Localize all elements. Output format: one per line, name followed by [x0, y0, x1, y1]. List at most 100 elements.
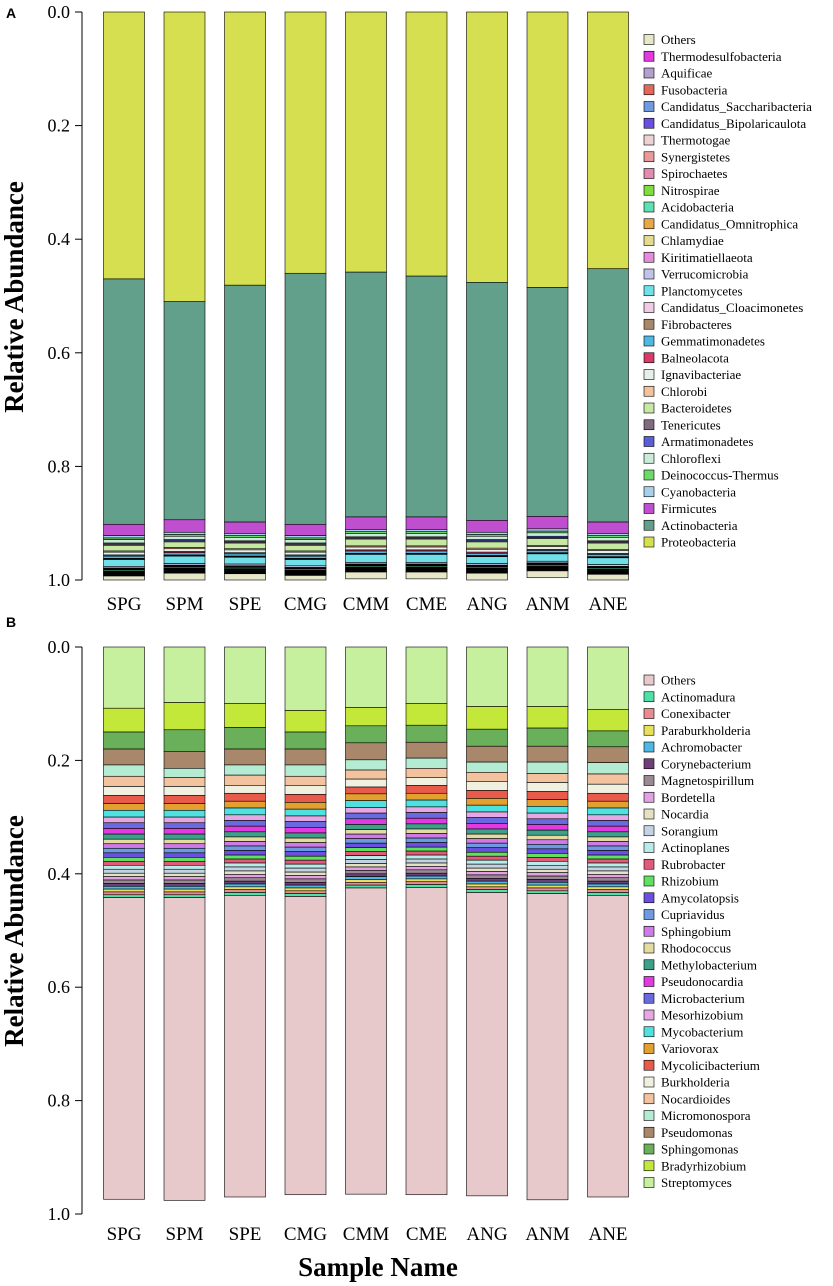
- panel-a-bar-segment: [103, 555, 145, 559]
- panel-a-legend-label: Gemmatimonadetes: [661, 334, 765, 349]
- panel-b-bar-segment: [466, 867, 508, 872]
- panel-a-legend-label: Candidatus_Bipolaricaulota: [661, 116, 806, 131]
- panel-a-legend-label: Candidatus_Saccharibacteria: [661, 99, 812, 114]
- panel-b-bar-segment: [405, 833, 448, 839]
- panel-b-bar-segment: [405, 768, 448, 778]
- panel-a-legend-swatch: [643, 117, 655, 129]
- panel-b-bar-segment: [284, 764, 327, 777]
- panel-b-legend-swatch: [643, 808, 655, 820]
- panel-b-bar-segment: [587, 814, 629, 821]
- panel-b-bar-segment: [587, 880, 629, 885]
- panel-b-bar-segment: [103, 833, 145, 840]
- panel-b-legend-swatch: [643, 925, 655, 937]
- panel-b-bar-segment: [466, 859, 508, 865]
- panel-a-x-tick-label: ANG: [466, 594, 507, 615]
- panel-b-bar-segment: [587, 825, 629, 833]
- panel-b-legend-swatch: [643, 892, 655, 904]
- panel-a-bar-segment: [405, 546, 448, 551]
- panel-b-bar-segment: [526, 773, 569, 783]
- panel-b-bar-segment: [526, 893, 569, 1201]
- panel-b-bar-segment: [103, 847, 145, 854]
- panel-a-legend-swatch: [643, 184, 655, 196]
- panel-b-bar-segment: [345, 778, 387, 788]
- panel-a-bar-segment: [405, 529, 448, 533]
- panel-b-legend-label: Actinoplanes: [661, 840, 730, 855]
- panel-b-bar-segment: [163, 809, 206, 818]
- panel-b-bar-segment: [345, 870, 387, 875]
- panel-b-bar-segment: [224, 870, 266, 875]
- panel-a-bar-segment: [224, 553, 266, 557]
- panel-b-bar-segment: [224, 831, 266, 838]
- panel-b-bar-segment: [103, 822, 145, 829]
- panel-b-bar-segment: [466, 880, 508, 885]
- panel-a-bar-segment: [163, 531, 206, 535]
- panel-b-bar-segment: [163, 838, 206, 845]
- panel-a-legend-swatch: [643, 34, 655, 45]
- panel-b-bar-segment: [224, 866, 266, 872]
- panel-a-bar-segment: [587, 554, 629, 558]
- panel-b-x-tick-label: ANE: [588, 1224, 627, 1245]
- panel-a-bar-segment: [587, 521, 629, 534]
- panel-b-bar-segment: [405, 828, 448, 834]
- panel-b-bar-segment: [163, 729, 206, 752]
- panel-b-bar-segment: [466, 838, 508, 844]
- panel-b-bar-segment: [103, 876, 145, 881]
- panel-b-bar-segment: [526, 824, 569, 831]
- panel-b-bar-segment: [345, 793, 387, 801]
- panel-a-bar-segment: [163, 301, 206, 521]
- panel-a-bar-segment: [345, 529, 387, 533]
- panel-b-legend-label: Mycobacterium: [661, 1024, 743, 1039]
- panel-a-legend-swatch: [643, 101, 655, 112]
- panel-a-bar-segment: [163, 555, 206, 564]
- panel-a-legend-swatch: [643, 151, 655, 163]
- panel-b-legend-label: Sphingomonas: [661, 1142, 738, 1157]
- panel-a-bar-segment: [345, 11, 387, 273]
- panel-b-bar-segment: [526, 868, 569, 873]
- panel-b-bar-segment: [284, 646, 327, 711]
- panel-b-bar-segment: [224, 886, 266, 890]
- panel-a-bar-segment: [284, 524, 327, 536]
- panel-b-y-tick-label: 0.8: [48, 1091, 71, 1111]
- panel-b-bar-segment: [163, 883, 206, 887]
- panel-b-bar-segment: [466, 728, 508, 747]
- panel-a-y-tick-label: 0.8: [48, 456, 71, 476]
- panel-b-bar-segment: [284, 832, 327, 839]
- panel-b-bar-segment: [224, 858, 266, 864]
- panel-a-x-tick-label: CME: [406, 594, 447, 615]
- panel-b-bar-segment: [284, 878, 327, 883]
- panel-b-bar-segment: [103, 775, 145, 787]
- panel-b-bar-segment: [345, 786, 387, 795]
- panel-b-bar-segment: [224, 877, 266, 882]
- panel-a-bar-segment: [284, 539, 327, 544]
- panel-b-bar-segment: [466, 790, 508, 799]
- panel-b-bar-segment: [284, 802, 327, 810]
- panel-b-legend-swatch: [643, 724, 655, 736]
- panel-a-legend-swatch: [643, 385, 655, 397]
- panel-b-legend-label: Others: [661, 673, 696, 688]
- panel-b-bar-segment: [466, 892, 508, 1197]
- panel-b-legend-swatch: [643, 1043, 655, 1054]
- panel-b-bar-segment: [224, 814, 266, 821]
- panel-b-bar-segment: [163, 872, 206, 877]
- panel-b-bar-segment: [284, 893, 327, 897]
- panel-b-bar-segment: [163, 646, 206, 703]
- panel-b-bar-segment: [224, 836, 266, 842]
- panel-b-bar-segment: [587, 866, 629, 872]
- panel-b-bar-segment: [103, 897, 145, 1200]
- panel-b-legend-swatch: [643, 758, 655, 770]
- panel-a-bar-segment: [526, 553, 569, 562]
- panel-b-bar-segment: [345, 769, 387, 780]
- panel-b-bar-segment: [587, 831, 629, 838]
- panel-b-bar-segment: [587, 800, 629, 809]
- panel-b-bar-segment: [224, 850, 266, 856]
- panel-a-bar-segment: [103, 575, 145, 581]
- panel-a-x-tick-label: CMG: [284, 594, 328, 615]
- panel-b-bar-segment: [345, 812, 387, 820]
- panel-b-bar-segment: [345, 884, 387, 889]
- panel-b-bar-segment: [587, 845, 629, 851]
- panel-b-bar-segment: [345, 833, 387, 839]
- panel-b-bar-segment: [526, 839, 569, 845]
- panel-b-bar-segment: [163, 828, 206, 835]
- panel-b-bar-segment: [405, 842, 448, 848]
- panel-b-bar-segment: [224, 841, 266, 847]
